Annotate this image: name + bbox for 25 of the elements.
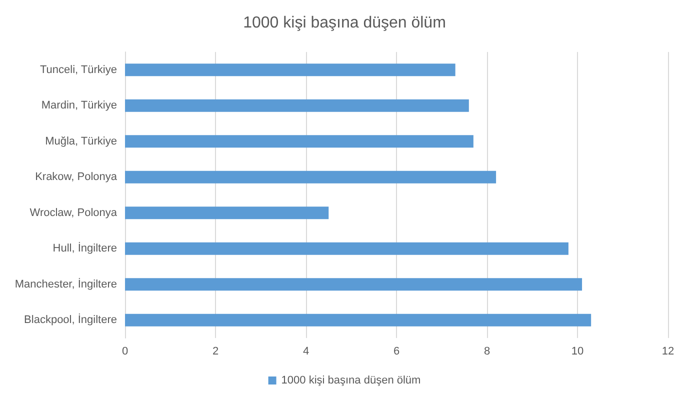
x-tick-label: 0 (122, 346, 128, 358)
y-tick-label: Tunceli, Türkiye (40, 64, 117, 76)
y-tick-label: Mardin, Türkiye (41, 100, 117, 112)
bar (125, 135, 474, 148)
x-tick-label: 8 (484, 346, 490, 358)
y-tick-label: Hull, İngiltere (52, 242, 117, 255)
y-tick-label: Wroclaw, Polonya (30, 206, 118, 219)
chart-title: 1000 kişi başına düşen ölüm (243, 14, 446, 32)
x-tick-label: 4 (302, 346, 310, 358)
bar (125, 64, 456, 76)
y-tick-label: Manchester, İngiltere (14, 277, 117, 290)
legend-label: 1000 kişi başına düşen ölüm (281, 374, 421, 386)
bar (125, 278, 582, 291)
y-tick-label: Muğla, Türkiye (45, 135, 117, 148)
bar (125, 206, 329, 220)
y-tick-label: Krakow, Polonya (35, 171, 118, 184)
x-tick-label: 10 (571, 346, 584, 358)
bar (125, 99, 469, 112)
y-tick-label: Blackpool, İngiltere (24, 313, 117, 326)
x-tick-label: 6 (393, 346, 400, 358)
bar (125, 314, 592, 326)
x-tick-label: 2 (212, 346, 219, 358)
x-tick-label: 12 (662, 346, 674, 358)
bar (125, 170, 496, 184)
bar (125, 242, 568, 255)
